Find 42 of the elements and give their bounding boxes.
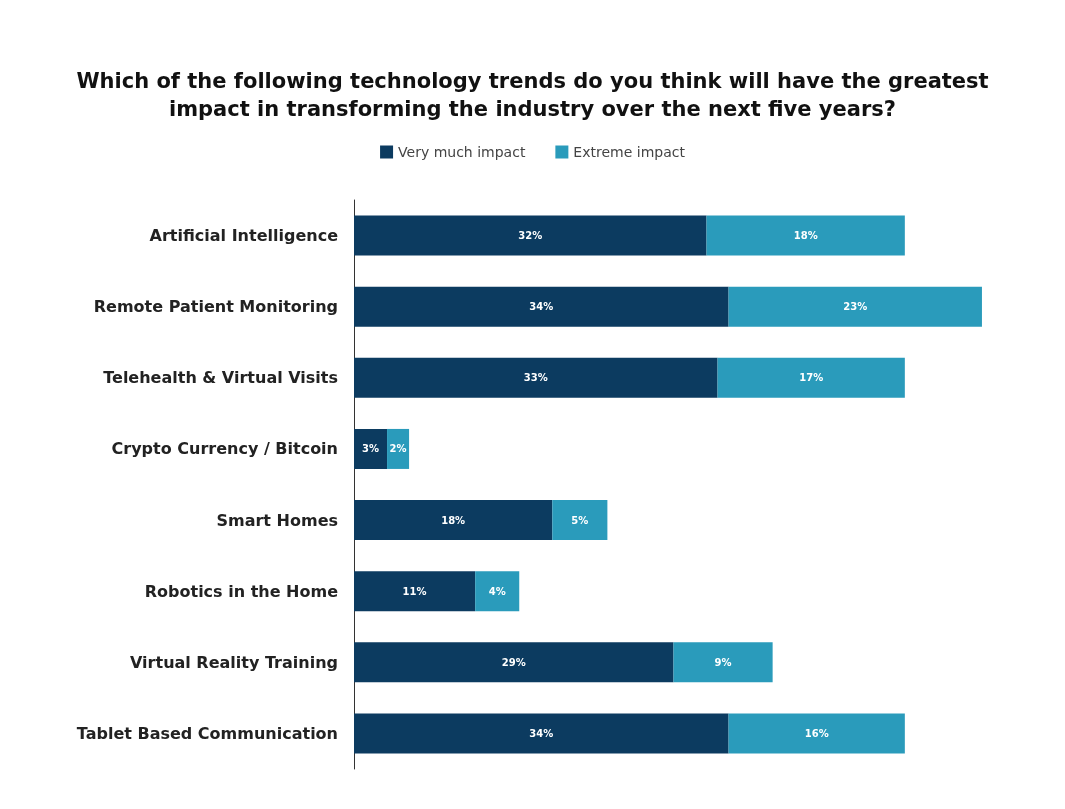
data-label: 5% (571, 514, 589, 526)
y-tick-label: Telehealth & Virtual Visits (103, 368, 338, 388)
data-label: 9% (714, 656, 732, 668)
y-tick-label: Remote Patient Monitoring (93, 297, 338, 317)
data-label: 3% (362, 443, 380, 455)
bar (673, 642, 773, 683)
bar (354, 357, 718, 398)
bar (552, 500, 608, 541)
data-label: 29% (501, 656, 526, 668)
data-label: 17% (799, 372, 824, 384)
y-tick-label: Smart Homes (216, 510, 338, 530)
legend-label: Extreme impact (573, 144, 686, 160)
y-tick-label: Crypto Currency / Bitcoin (111, 439, 338, 459)
data-label: 16% (804, 727, 829, 739)
bar (354, 428, 388, 469)
data-label: 4% (488, 585, 506, 597)
data-label: 18% (441, 514, 466, 526)
bar (717, 357, 905, 398)
chart-title: Which of the following technology trends do you think will have the greatest impact in transforming the industry over the next five years? (76, 69, 989, 121)
data-label: 33% (523, 372, 548, 384)
data-label: 34% (529, 727, 554, 739)
data-label: 2% (389, 443, 407, 455)
y-tick-label: Virtual Reality Training (130, 652, 338, 672)
bar (728, 286, 982, 327)
y-tick-label: Artificial Intelligence (149, 226, 339, 246)
bar (706, 215, 905, 256)
data-label: 23% (843, 301, 868, 313)
bar (354, 215, 707, 256)
bar (354, 642, 674, 683)
bar (728, 713, 905, 754)
bar (354, 500, 553, 541)
bar (475, 571, 520, 612)
legend-label: Very much impact (398, 144, 526, 160)
data-label: 32% (518, 230, 543, 242)
data-label: 34% (529, 301, 554, 313)
bar (354, 713, 729, 754)
bar (354, 286, 729, 327)
data-label: 18% (793, 230, 818, 242)
y-tick-label: Tablet Based Communication (76, 723, 338, 743)
data-label: 11% (402, 585, 427, 597)
bar (354, 571, 476, 612)
y-tick-label: Robotics in the Home (144, 581, 339, 601)
